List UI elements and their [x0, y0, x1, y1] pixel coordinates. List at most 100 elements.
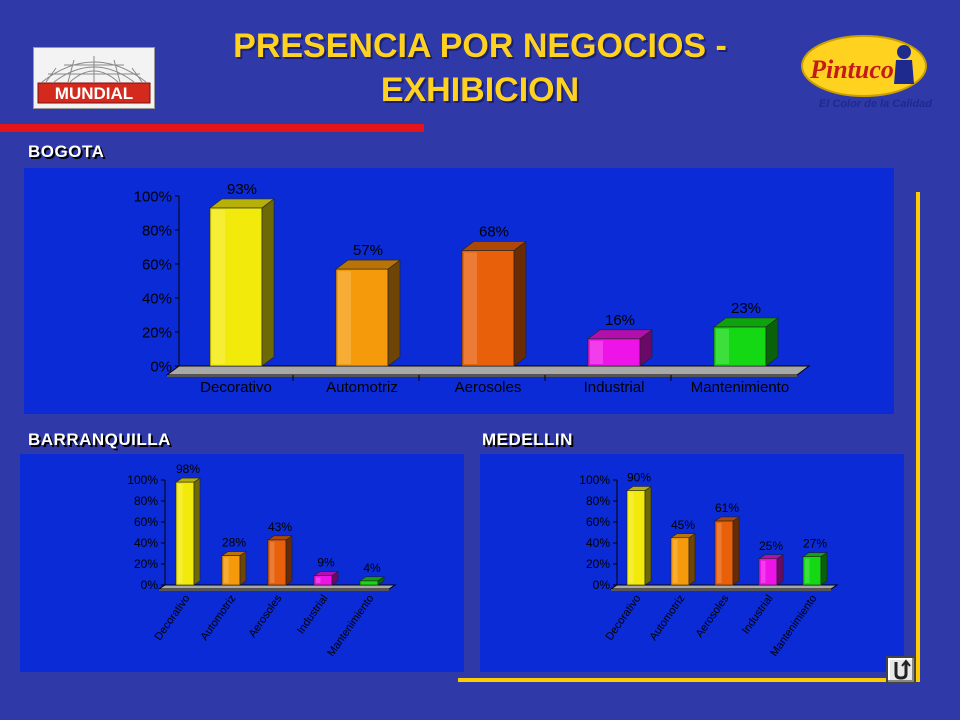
bar-side	[261, 198, 275, 367]
y-tick-label: 20%	[586, 557, 610, 571]
bar-top	[802, 552, 828, 557]
bar	[335, 259, 401, 367]
bar-highlight	[761, 560, 766, 583]
category-label: Decorativo	[200, 379, 272, 396]
bar-top	[267, 535, 293, 541]
bar-highlight	[338, 271, 351, 364]
bar-chart-bogota: 0% 20% 40% 60% 80% 100% 93% Decorativo 57% Automo…	[134, 181, 811, 396]
bar-side	[644, 485, 652, 586]
page-title: PRESENCIA POR NEGOCIOS - EXHIBICION	[190, 24, 770, 112]
bar-top	[587, 329, 653, 340]
category-label: Mantenimiento	[768, 593, 819, 659]
chart-panel-bogota: 0% 20% 40% 60% 80% 100% 93% Decorativo 57% Automo…	[24, 168, 894, 414]
category-label: Industrial	[584, 379, 645, 396]
bar-top	[758, 554, 784, 560]
bar-side	[193, 477, 201, 586]
bar-highlight	[717, 522, 722, 583]
bar-side	[285, 535, 293, 586]
bar	[209, 198, 275, 367]
bar-highlight	[716, 328, 729, 364]
gold-frame-horizontal	[458, 678, 920, 682]
title-line-2: EXHIBICION	[380, 71, 580, 109]
bar-side	[776, 554, 784, 586]
chart-floor-edge	[167, 375, 797, 377]
chart-floor-edge	[611, 589, 831, 591]
bar	[267, 535, 293, 586]
bar	[802, 552, 828, 586]
y-tick-label: 0%	[150, 358, 172, 375]
bar-top	[626, 486, 652, 491]
chart-floor-edge	[159, 589, 389, 591]
slogan: El Color de la Calidad	[818, 98, 932, 110]
data-label: 16%	[605, 312, 635, 329]
bar-side	[387, 259, 401, 367]
return-button[interactable]	[886, 656, 916, 684]
bar	[670, 533, 696, 586]
category-label: Industrial	[295, 593, 330, 636]
data-label: 4%	[363, 561, 381, 575]
bar-top	[714, 516, 740, 522]
bar-chart-medellin: 0% 20% 40% 60% 80% 100% 90% Decorativo 45% Automo…	[579, 471, 839, 659]
bar-side	[820, 552, 828, 586]
category-label: Industrial	[740, 593, 775, 636]
data-label: 61%	[715, 501, 739, 515]
chart-floor	[157, 584, 397, 590]
bar-top	[335, 259, 401, 270]
y-tick-label: 100%	[579, 473, 610, 487]
y-tick-label: 100%	[127, 473, 158, 487]
data-label: 27%	[803, 537, 827, 551]
data-label: 23%	[731, 300, 761, 317]
bar-highlight	[224, 557, 229, 583]
bar-highlight	[178, 484, 183, 583]
bar-top	[209, 198, 275, 209]
data-label: 68%	[479, 223, 509, 240]
data-label: 90%	[627, 471, 651, 485]
category-label: Decorativo	[603, 593, 643, 643]
data-label: 9%	[317, 556, 335, 570]
chart-panel-medellin: 0% 20% 40% 60% 80% 100% 90% Decorativo 45% Automo…	[480, 454, 904, 672]
bar-highlight	[805, 558, 810, 583]
y-tick-label: 0%	[593, 578, 611, 592]
y-tick-label: 0%	[141, 578, 159, 592]
bar-highlight	[212, 209, 225, 364]
pintuco-logo: Pintuco	[800, 30, 935, 120]
bar	[758, 554, 784, 586]
bar-top	[461, 241, 527, 251]
y-tick-label: 40%	[142, 290, 172, 307]
bar	[713, 317, 779, 367]
title-line-1: PRESENCIA POR NEGOCIOS -	[233, 27, 727, 65]
category-label: Mantenimiento	[691, 379, 789, 396]
data-label: 25%	[759, 539, 783, 553]
category-label: Aerosoles	[455, 379, 522, 396]
red-divider	[0, 124, 424, 132]
pintuco-logo-text: Pintuco	[809, 55, 894, 84]
y-tick-label: 60%	[142, 256, 172, 273]
data-label: 93%	[227, 181, 257, 198]
bar	[175, 477, 201, 586]
y-tick-label: 20%	[134, 557, 158, 571]
chart-floor	[165, 365, 811, 376]
bar	[461, 240, 527, 367]
section-label-medellin: MEDELLIN	[482, 430, 573, 449]
bar-highlight	[629, 492, 634, 583]
category-label: Automotriz	[198, 593, 238, 643]
bar-side	[513, 240, 527, 367]
bar-highlight	[464, 252, 477, 364]
section-label-barranquilla: BARRANQUILLA	[28, 430, 171, 449]
bar-side	[688, 533, 696, 586]
data-label: 28%	[222, 536, 246, 550]
y-tick-label: 40%	[134, 536, 158, 550]
y-tick-label: 20%	[142, 324, 172, 341]
bar-top	[313, 571, 339, 576]
bar-side	[732, 516, 740, 586]
y-tick-label: 60%	[134, 515, 158, 529]
data-label: 98%	[176, 462, 200, 476]
y-tick-label: 80%	[586, 494, 610, 508]
category-label: Aerosoles	[694, 592, 732, 639]
bar-top	[175, 477, 201, 483]
data-label: 57%	[353, 242, 383, 259]
bar-top	[359, 576, 385, 582]
bar	[221, 551, 247, 586]
category-label: Decorativo	[152, 593, 192, 643]
globe-icon: MUNDIAL	[37, 56, 151, 104]
